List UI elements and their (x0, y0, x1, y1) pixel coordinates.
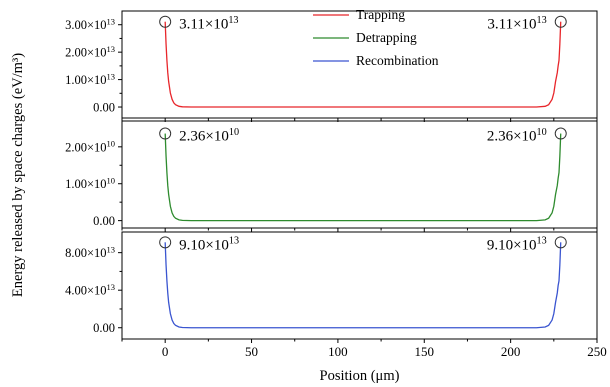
y-tick-label: 1.00×1013 (65, 71, 115, 87)
y-tick-label: 3.00×1013 (65, 16, 115, 32)
peak-annotation-right: 9.10×1013 (487, 236, 547, 254)
series-line-trapping (164, 21, 562, 108)
peak-marker-left (159, 236, 172, 249)
legend-label-trapping: Trapping (356, 7, 405, 22)
peak-annotation-right: 3.11×1013 (487, 15, 546, 33)
x-tick-label: 200 (501, 344, 521, 359)
y-tick-label: 4.00×1013 (65, 282, 115, 298)
legend-label-detrapping: Detrapping (356, 30, 417, 45)
y-tick-label: 1.00×1010 (65, 175, 115, 191)
peak-annotation-left: 2.36×1010 (179, 127, 239, 145)
peak-annotation-right: 2.36×1010 (487, 127, 547, 145)
y-tick-label: 2.00×1010 (65, 139, 115, 155)
peak-annotation-left: 9.10×1013 (179, 236, 239, 254)
y-tick-label: 0.00 (93, 321, 115, 335)
y-tick-label: 0.00 (93, 101, 115, 115)
y-axis-label: Energy released by space charges (eV/m³) (10, 53, 26, 297)
series-line-recombination (164, 242, 562, 329)
peak-marker-right (554, 15, 567, 28)
x-tick-label: 150 (415, 344, 435, 359)
panel-frame-1 (121, 10, 598, 119)
peak-marker-right (554, 127, 567, 140)
y-tick-label: 8.00×1013 (65, 244, 115, 260)
x-tick-label: 250 (587, 344, 607, 359)
panel-frame-2 (121, 120, 598, 229)
y-tick-label: 0.00 (93, 214, 115, 228)
peak-annotation-left: 3.11×1013 (179, 15, 238, 33)
panel-frame-3 (121, 231, 598, 340)
x-axis-label: Position (μm) (320, 368, 400, 384)
series-line-detrapping (164, 133, 562, 222)
legend-label-recombination: Recombination (356, 53, 439, 68)
peak-marker-right (554, 236, 567, 249)
x-tick-label: 0 (162, 344, 169, 359)
peak-marker-left (159, 127, 172, 140)
peak-marker-left (159, 15, 172, 28)
x-tick-label: 50 (245, 344, 258, 359)
x-tick-label: 100 (328, 344, 348, 359)
y-tick-label: 2.00×1013 (65, 44, 115, 60)
